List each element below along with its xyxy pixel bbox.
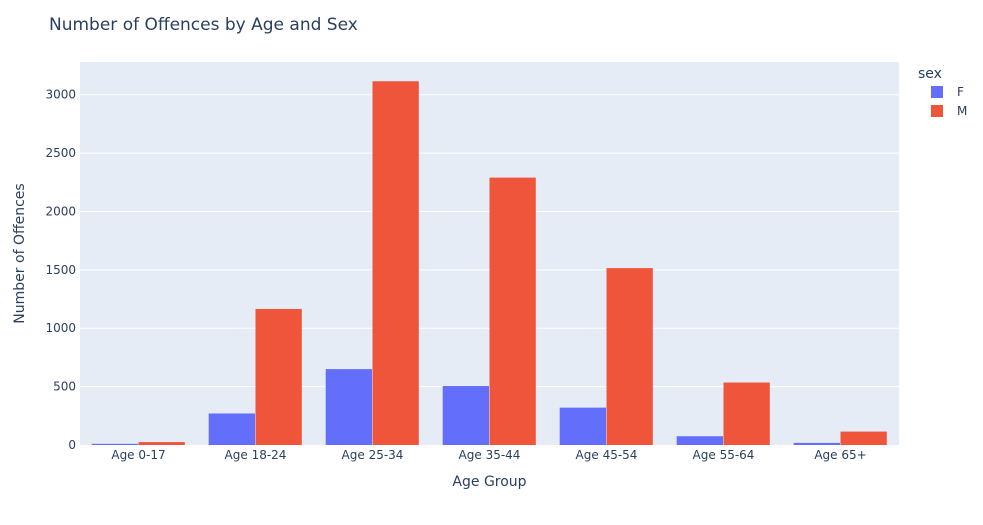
- legend-label-m[interactable]: M: [957, 104, 967, 118]
- bars: [91, 81, 887, 445]
- x-tick-label: Age 45-54: [576, 448, 638, 462]
- x-tick-label: Age 25-34: [342, 448, 404, 462]
- y-tick-label: 1500: [45, 263, 76, 277]
- bar-f-4[interactable]: [442, 386, 489, 445]
- chart-title: Number of Offences by Age and Sex: [49, 15, 358, 35]
- y-axis-title: Number of Offences: [12, 183, 28, 323]
- bar-m-4[interactable]: [489, 177, 536, 445]
- bar-m-1[interactable]: [138, 442, 185, 445]
- x-tick-label: Age 0-17: [111, 448, 165, 462]
- bar-f-2[interactable]: [208, 413, 255, 445]
- legend-swatch-f[interactable]: [931, 86, 943, 98]
- y-tick-label: 0: [68, 438, 76, 452]
- bar-m-5[interactable]: [606, 268, 653, 445]
- y-tick-label: 2500: [45, 146, 76, 160]
- legend[interactable]: sex FM: [918, 66, 967, 118]
- bar-f-6[interactable]: [676, 436, 723, 445]
- x-tick-label: Age 35-44: [459, 448, 521, 462]
- bar-f-1[interactable]: [91, 443, 138, 445]
- y-tick-label: 3000: [45, 88, 76, 102]
- x-axis-title: Age Group: [452, 474, 526, 490]
- bar-f-5[interactable]: [559, 407, 606, 445]
- x-axis-ticks: Age 0-17 Age 18-24 Age 25-34 Age 35-44 Age 4…: [111, 448, 866, 462]
- legend-title: sex: [918, 66, 942, 82]
- x-tick-label: Age 18-24: [225, 448, 287, 462]
- legend-swatch-m[interactable]: [931, 105, 943, 117]
- x-tick-label: Age 65+: [814, 448, 866, 462]
- bar-f-3[interactable]: [325, 369, 372, 445]
- bar-m-3[interactable]: [372, 81, 419, 445]
- y-tick-label: 1000: [45, 321, 76, 335]
- y-tick-label: 2000: [45, 204, 76, 218]
- bar-m-7[interactable]: [840, 431, 887, 445]
- bar-f-7[interactable]: [793, 442, 840, 445]
- bar-m-6[interactable]: [723, 382, 770, 445]
- y-axis-ticks: 0 500 1000 1500 2000 2500 3000: [45, 88, 76, 452]
- bar-m-2[interactable]: [255, 308, 302, 445]
- y-tick-label: 500: [53, 380, 76, 394]
- x-tick-label: Age 55-64: [693, 448, 755, 462]
- legend-label-f[interactable]: F: [957, 85, 964, 99]
